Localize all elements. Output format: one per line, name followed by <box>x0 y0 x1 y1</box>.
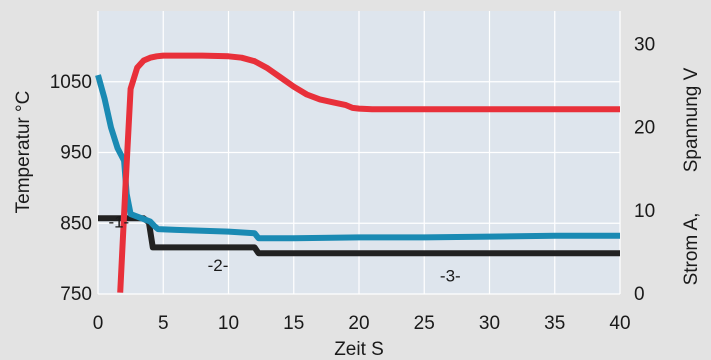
left-axis-ticks: 750 850 950 1050 <box>50 72 92 305</box>
x-tick-label: 10 <box>218 313 239 334</box>
phase-labels: -1- -2- -3- <box>108 213 460 286</box>
right-tick-label: 20 <box>634 118 655 139</box>
left-tick-label: 1050 <box>50 72 92 93</box>
x-tick-label: 25 <box>414 313 435 334</box>
x-axis-ticks: 0 5 10 15 20 25 30 35 40 <box>93 313 631 334</box>
x-tick-label: 5 <box>158 313 169 334</box>
x-tick-label: 30 <box>479 313 500 334</box>
right-tick-label: 0 <box>634 284 645 305</box>
phase-label: -3- <box>440 267 461 286</box>
left-tick-label: 950 <box>60 143 92 164</box>
right-axis-title-voltage: Spannung V <box>681 67 702 172</box>
right-tick-label: 30 <box>634 34 655 55</box>
x-tick-label: 20 <box>348 313 369 334</box>
right-tick-label: 10 <box>634 201 655 222</box>
series-layer <box>95 52 620 293</box>
x-tick-label: 0 <box>93 313 104 334</box>
left-tick-label: 750 <box>60 284 92 305</box>
x-tick-label: 35 <box>544 313 565 334</box>
left-axis-title: Temperatur °C <box>13 91 34 214</box>
left-tick-label: 850 <box>60 213 92 234</box>
x-axis-title: Zeit S <box>334 339 384 360</box>
x-tick-label: 15 <box>283 313 304 334</box>
right-axis-ticks: 0 10 20 30 <box>634 34 655 305</box>
phase-label: -2- <box>208 256 229 275</box>
x-tick-label: 40 <box>609 313 630 334</box>
right-axis-title-current: Strom A, <box>681 213 702 286</box>
series-line <box>95 74 620 242</box>
series-line <box>117 52 620 293</box>
phase-label: -1- <box>108 213 129 232</box>
